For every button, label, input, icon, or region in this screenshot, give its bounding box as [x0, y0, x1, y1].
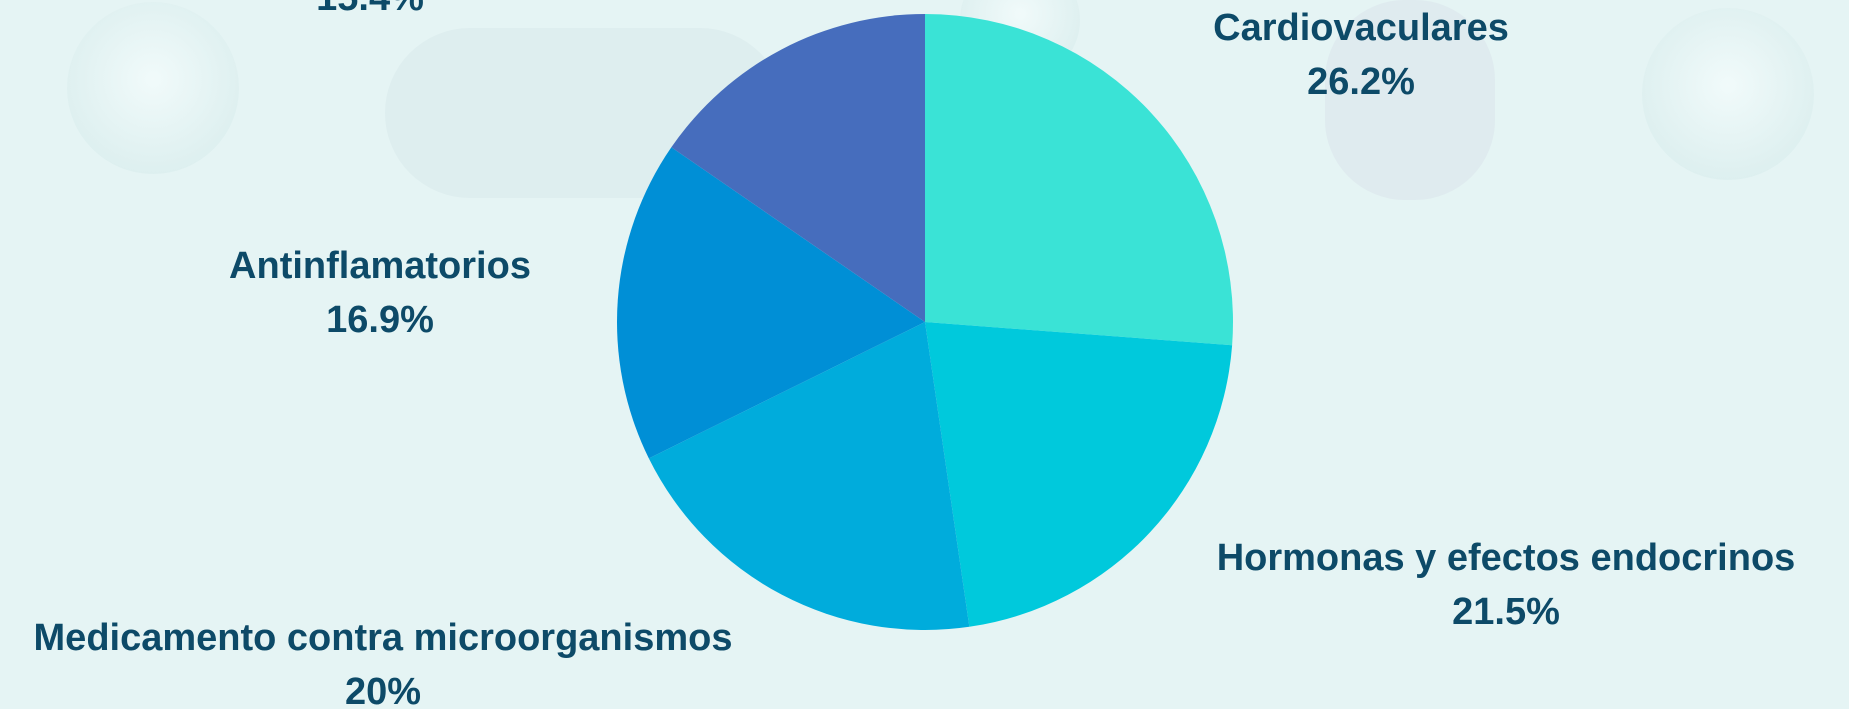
value-label: 16.9%: [326, 299, 434, 341]
value-label: 21.5%: [1452, 591, 1560, 633]
pie-slice: [925, 322, 1233, 627]
background-decoration: [67, 0, 1814, 200]
slice-label: Medicamento contra microorganismos: [34, 617, 733, 659]
value-label: 20%: [345, 671, 421, 709]
slice-label: Hormonas y efectos endocrinos: [1217, 537, 1796, 579]
pie-slice: [617, 147, 925, 459]
pie-slice: [671, 13, 925, 322]
pie-slice: [648, 322, 970, 630]
slice-label: Cardiovaculares: [1213, 7, 1509, 49]
labels: Cardiovaculares 26.2% Hormonas y efectos e…: [34, 0, 1796, 709]
value-label: 26.2%: [1307, 61, 1415, 103]
pie-slice: [925, 14, 1233, 346]
value-label: 15.4%: [316, 0, 424, 19]
pie: [617, 13, 1233, 630]
slice-label: Antinflamatorios: [229, 245, 531, 287]
